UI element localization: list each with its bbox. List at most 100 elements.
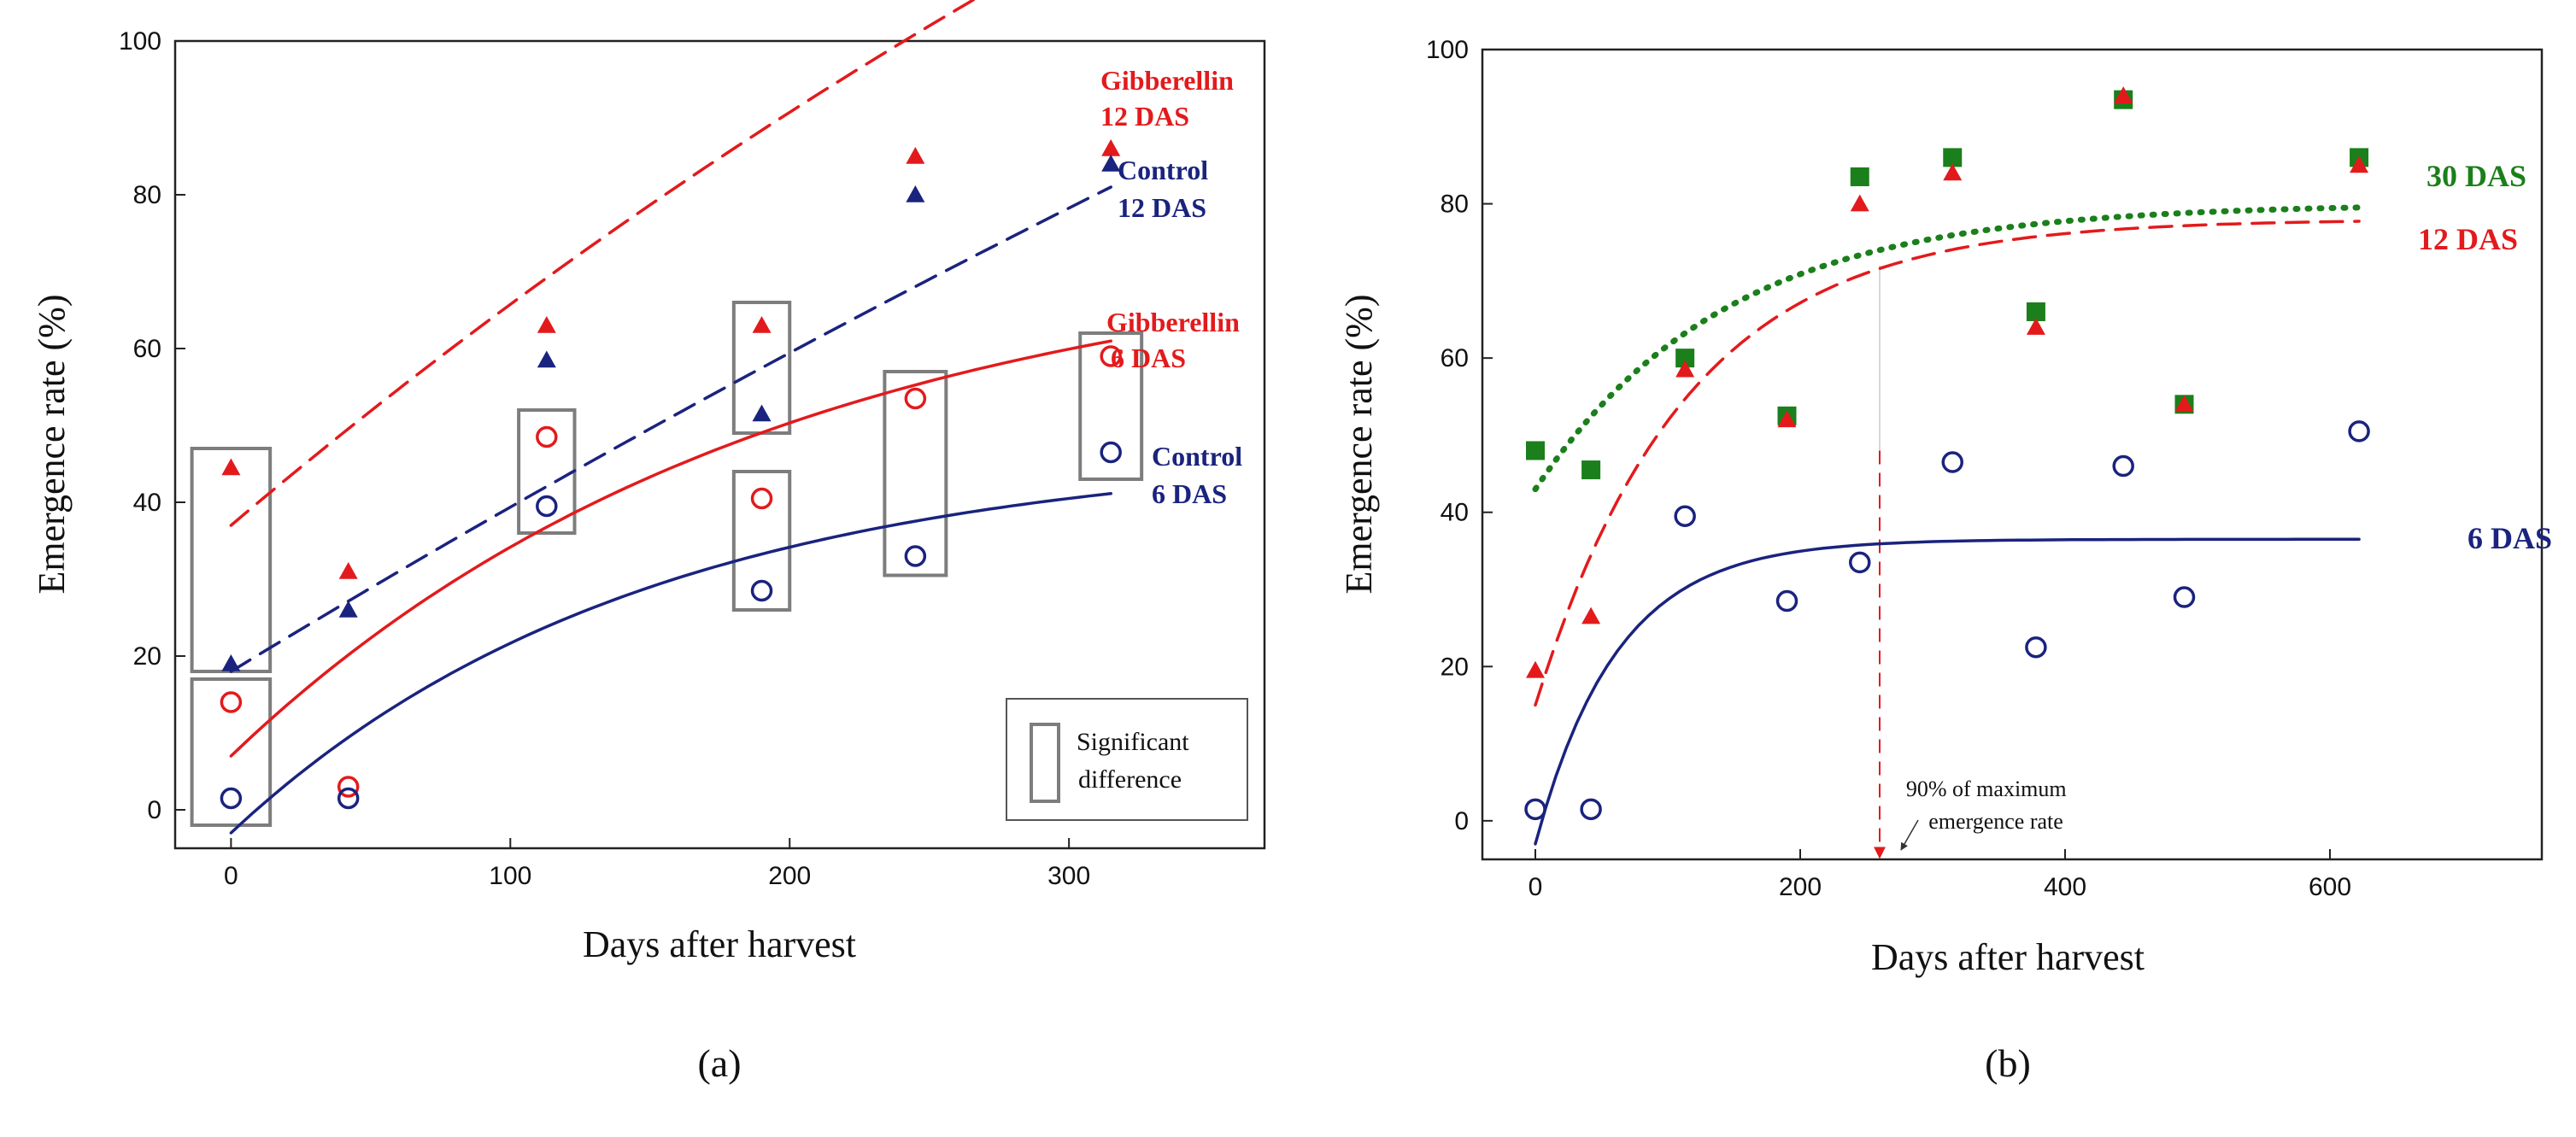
- legend-swatch: [1030, 723, 1060, 803]
- point-12-das: [2114, 86, 2133, 103]
- fit-line-gibberellin-12-das: [229, 0, 977, 527]
- point-gibberellin-12-das: [906, 147, 925, 164]
- point-6-das: [2348, 420, 2370, 442]
- x-tick-label: 200: [1779, 873, 1822, 901]
- point-30-das: [2026, 302, 2045, 321]
- panel-b-fit-lines: [1532, 204, 2362, 846]
- point-control-6-das: [220, 787, 243, 810]
- y-tick-label: 60: [133, 335, 161, 363]
- point-6-das: [1580, 798, 1602, 821]
- point-control-12-das: [338, 601, 358, 618]
- point-30-das: [1581, 460, 1601, 480]
- panel-a-points: [220, 139, 1122, 810]
- panel-b: 0 20 40 60 80 100 0 200 400 600 Emergence rate (%…: [1338, 36, 2552, 1085]
- point-gibberellin-6-das: [904, 387, 927, 410]
- point-12-das: [1526, 660, 1545, 678]
- y-tick-label: 80: [1441, 190, 1469, 219]
- point-control-12-das: [1101, 155, 1121, 172]
- point-12-das: [1850, 194, 1869, 212]
- reference-note-line: 90% of maximum: [1906, 777, 2067, 801]
- point-gibberellin-12-das: [1101, 139, 1121, 156]
- point-control-12-das: [752, 404, 772, 422]
- point-6-das: [1849, 551, 1871, 574]
- x-tick-label: 0: [224, 862, 238, 890]
- annotation-line: 12 DAS: [1100, 101, 1189, 132]
- legend-label: Significant difference: [1077, 728, 1195, 794]
- y-tick-label: 40: [1441, 499, 1469, 527]
- point-30-das: [1943, 148, 1963, 167]
- legend-line: Significant: [1077, 728, 1189, 756]
- point-6-das: [2173, 586, 2196, 608]
- y-tick-label: 20: [1441, 653, 1469, 681]
- annotation-line: Control: [1152, 441, 1242, 472]
- point-12-das: [2026, 318, 2045, 335]
- fit-line-12-das: [1534, 220, 2361, 707]
- fit-line-gibberellin-6-das: [229, 339, 1112, 758]
- point-6-das: [2112, 454, 2134, 478]
- point-control-6-das: [750, 579, 773, 602]
- panel-b-xlabel: Days after harvest: [1871, 936, 2145, 978]
- point-gibberellin-12-das: [752, 316, 772, 333]
- point-12-das: [2174, 395, 2194, 413]
- annotation-6das: 6 DAS: [2467, 521, 2552, 555]
- panel-a-fit-lines: [229, 0, 1112, 835]
- point-control-6-das: [536, 495, 558, 518]
- annotation-30das: 30 DAS: [2426, 159, 2526, 193]
- panel-a-label: (a): [697, 1041, 741, 1085]
- point-12-das: [2350, 155, 2369, 173]
- point-control-12-das: [221, 654, 241, 671]
- reference-note: 90% of maximum emergence rate: [1906, 777, 2072, 834]
- point-12-das: [1581, 607, 1601, 624]
- point-gibberellin-12-das: [537, 316, 556, 333]
- annotation-12das: 12 DAS: [2418, 222, 2518, 256]
- y-tick-label: 80: [133, 181, 161, 209]
- point-control-6-das: [1100, 441, 1122, 464]
- y-tick-label: 60: [1441, 344, 1469, 372]
- reference-note-line: emergence rate: [1928, 809, 2063, 834]
- panel-a-ticks: 0 20 40 60 80 100 0 100 200 300: [119, 27, 1090, 890]
- point-gibberellin-12-das: [338, 562, 358, 579]
- annotation-line: 6 DAS: [1111, 343, 1186, 373]
- y-tick-label: 100: [119, 27, 161, 56]
- point-30-das: [1850, 167, 1869, 186]
- annotation-line: 12 DAS: [1118, 192, 1206, 223]
- annotation-line: Gibberellin: [1106, 307, 1240, 337]
- legend-line: difference: [1078, 765, 1182, 794]
- y-tick-label: 0: [147, 796, 161, 824]
- point-control-12-das: [537, 350, 556, 368]
- y-tick-label: 40: [133, 489, 161, 517]
- point-gibberellin-12-das: [221, 458, 241, 476]
- significance-box: [190, 677, 273, 827]
- point-6-das: [1674, 505, 1696, 527]
- fit-line-control-12-das: [229, 185, 1112, 673]
- panel-b-frame: [1481, 48, 2544, 861]
- x-tick-label: 0: [1529, 873, 1543, 901]
- significance-box: [731, 470, 792, 612]
- x-tick-label: 300: [1047, 862, 1090, 890]
- panel-a-ylabel: Emergence rate (%): [31, 295, 73, 595]
- x-tick-label: 200: [768, 862, 811, 890]
- panel-a: 0 20 40 60 80 100 0 100 200 300 Emergence rate (%…: [31, 0, 1266, 1085]
- point-30-das: [1675, 349, 1695, 368]
- x-tick-label: 100: [489, 862, 531, 890]
- annotation-line: Control: [1118, 155, 1208, 185]
- point-control-12-das: [906, 185, 925, 202]
- annotation-control-12das: Control 12 DAS: [1118, 155, 1215, 223]
- point-6-das: [1941, 451, 1963, 473]
- annotation-line: Gibberellin: [1100, 65, 1234, 96]
- panel-b-label: (b): [1985, 1041, 2031, 1085]
- point-6-das: [1524, 798, 1546, 821]
- point-gibberellin-6-das: [1100, 345, 1122, 367]
- significance-box: [190, 447, 273, 673]
- point-12-das: [1943, 163, 1963, 181]
- panel-b-ticks: 0 20 40 60 80 100 0 200 400 600: [1426, 36, 2351, 901]
- annotation-gibberellin-6das: Gibberellin 6 DAS: [1106, 307, 1247, 373]
- point-12-das: [1777, 410, 1797, 428]
- x-tick-label: 600: [2309, 873, 2351, 901]
- fit-line-30-das: [1532, 204, 2362, 493]
- significance-legend: Significant difference: [1006, 698, 1248, 821]
- panel-b-points: [1524, 86, 2370, 821]
- annotation-gibberellin-12das: Gibberellin 12 DAS: [1100, 65, 1241, 132]
- point-gibberellin-6-das: [536, 425, 558, 448]
